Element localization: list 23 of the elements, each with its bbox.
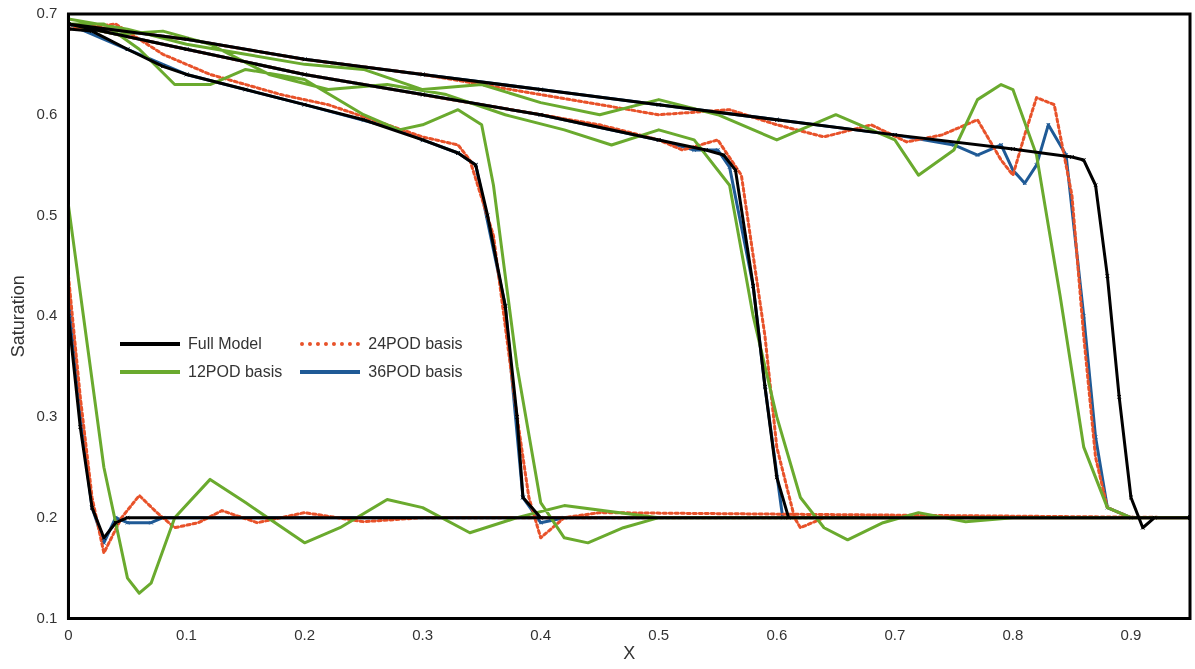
x-axis-title: X [623,643,636,664]
y-tick-label: 0.5 [36,205,58,223]
x-tick-label: 0 [64,625,73,643]
legend-label: Full Model [188,335,262,353]
legend-label: 24POD basis [368,335,463,353]
y-axis-title: Saturation [7,275,28,358]
x-tick-label: 0.4 [530,625,552,643]
x-tick-label: 0.7 [884,625,906,643]
y-tick-label: 0.1 [36,608,58,626]
x-tick-label: 0.5 [648,625,670,643]
legend-label: 36POD basis [368,363,463,381]
legend-label: 12POD basis [188,363,283,381]
x-tick-label: 0.8 [1002,625,1024,643]
y-tick-label: 0.4 [36,306,58,324]
y-tick-label: 0.6 [36,104,58,122]
x-tick-label: 0.1 [176,625,197,643]
x-tick-label: 0.9 [1120,625,1142,643]
x-tick-label: 0.2 [294,625,315,643]
y-tick-label: 0.3 [36,407,58,425]
x-tick-label: 0.3 [412,625,434,643]
y-tick-label: 0.7 [36,4,58,22]
y-tick-label: 0.2 [36,507,58,525]
x-tick-label: 0.6 [766,625,788,643]
